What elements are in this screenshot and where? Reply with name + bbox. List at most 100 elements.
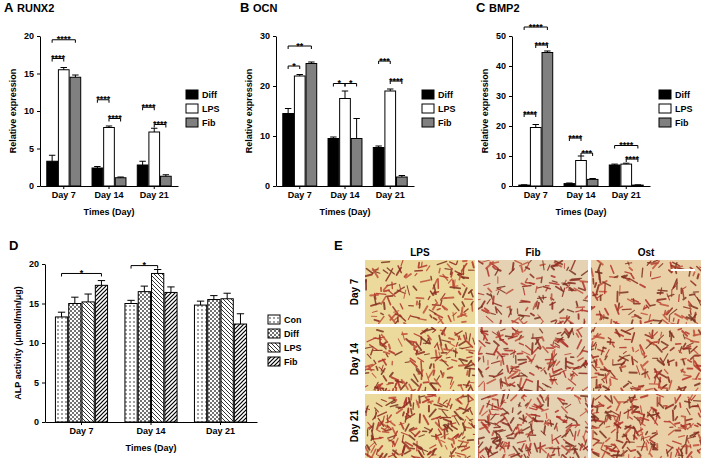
micrograph-texture [478, 354, 482, 355]
micrograph-texture [563, 420, 567, 422]
micrograph-texture [624, 355, 630, 356]
micrograph-texture [689, 395, 693, 402]
micrograph-texture [429, 409, 435, 416]
legend: DiffLPSFib [422, 90, 456, 128]
micrograph-texture [627, 448, 630, 452]
micrograph-texture [410, 428, 414, 430]
micrograph-texture [606, 412, 611, 418]
micrograph-texture [656, 345, 662, 352]
micrograph-texture [504, 348, 508, 350]
micrograph-texture [410, 358, 415, 362]
bar [530, 128, 541, 187]
micrograph-texture [523, 395, 526, 396]
micrograph-texture [599, 273, 600, 283]
micrograph-texture [610, 276, 618, 278]
micrograph-texture [371, 316, 376, 317]
micrograph-texture [454, 416, 459, 424]
error-bar [589, 178, 595, 180]
micrograph-texture [473, 375, 475, 376]
y-tick: 0 [29, 181, 40, 191]
micrograph-texture [484, 383, 485, 391]
micrograph-texture [637, 446, 646, 447]
micrograph-texture [646, 432, 648, 435]
micrograph-texture [591, 376, 597, 378]
micrograph-texture [376, 403, 382, 407]
error-bar [197, 301, 204, 305]
micrograph-texture [694, 444, 699, 447]
micrograph-texture [610, 320, 612, 324]
micrograph-texture [552, 368, 554, 371]
micrograph-texture [676, 280, 677, 289]
significance-label: **** [619, 140, 634, 150]
micrograph-texture [442, 340, 451, 342]
micrograph-texture [591, 342, 592, 349]
micrograph-texture [448, 367, 453, 369]
micrograph-texture [416, 368, 419, 370]
micrograph-texture [462, 264, 467, 271]
bar [55, 317, 67, 422]
micrograph-texture [482, 455, 486, 458]
micrograph-texture [635, 457, 641, 458]
micrograph-texture [676, 343, 681, 345]
y-tick: 40 [496, 61, 512, 71]
error-bar [297, 75, 303, 77]
significance-label: **** [529, 22, 544, 32]
micrograph-texture [651, 263, 658, 265]
figure: 05101520Day 7Day 14Day 21Times (Day)Rela… [0, 0, 709, 466]
micrograph-texture [375, 413, 377, 418]
micrograph-texture [376, 367, 377, 371]
y-tick: 15 [29, 299, 45, 309]
micrograph-texture [639, 434, 641, 436]
x-tick-label: Day 14 [566, 190, 595, 200]
micrograph-texture [409, 428, 416, 430]
micrograph-texture [394, 431, 398, 438]
micrograph-texture [446, 345, 447, 349]
micrograph-texture [430, 445, 436, 448]
micrograph-texture [480, 449, 484, 452]
micrograph-texture [605, 373, 610, 378]
row-label: Day 21 [349, 409, 360, 442]
x-tick-mark [390, 186, 391, 189]
micrograph-texture [562, 288, 564, 296]
micrograph-texture [406, 416, 409, 417]
micrograph-texture [543, 287, 550, 289]
micrograph-texture [603, 380, 605, 383]
micrograph-texture [540, 322, 543, 324]
micrograph-texture [668, 360, 674, 362]
y-tick: 0 [265, 181, 276, 191]
error-bar [223, 293, 230, 299]
micrograph-texture [460, 418, 463, 420]
bar [115, 178, 126, 186]
y-axis-line [276, 37, 277, 187]
micrograph-texture [444, 349, 451, 350]
micrograph-texture [570, 323, 576, 324]
micrograph-texture [536, 286, 537, 292]
micrograph-texture [443, 428, 447, 429]
legend-swatch [659, 90, 671, 99]
micrograph-texture [467, 396, 469, 402]
micrograph-texture [581, 310, 588, 312]
micrograph-texture [603, 347, 606, 349]
micrograph-texture [552, 281, 557, 282]
micrograph-texture [378, 446, 382, 451]
bar [283, 114, 294, 187]
plot-marks [47, 68, 171, 187]
micrograph-texture [626, 426, 635, 428]
bar [69, 304, 81, 423]
micrograph-texture [484, 335, 485, 339]
micrograph-texture [694, 366, 700, 371]
micrograph-texture [591, 307, 592, 310]
micrograph-texture [410, 409, 412, 414]
micrograph-texture [591, 419, 597, 421]
micrograph-texture [595, 360, 598, 367]
micrograph-texture [366, 269, 372, 274]
micrograph-texture [402, 332, 404, 340]
micrograph-texture [496, 430, 503, 432]
micrograph-texture [561, 340, 567, 347]
column-label: Ost [638, 247, 655, 258]
micrograph-texture [445, 446, 447, 450]
micrograph-texture [580, 444, 582, 450]
legend-label: LPS [202, 104, 220, 114]
x-axis-title: Times (Day) [556, 207, 607, 217]
micrograph-texture [521, 317, 523, 320]
